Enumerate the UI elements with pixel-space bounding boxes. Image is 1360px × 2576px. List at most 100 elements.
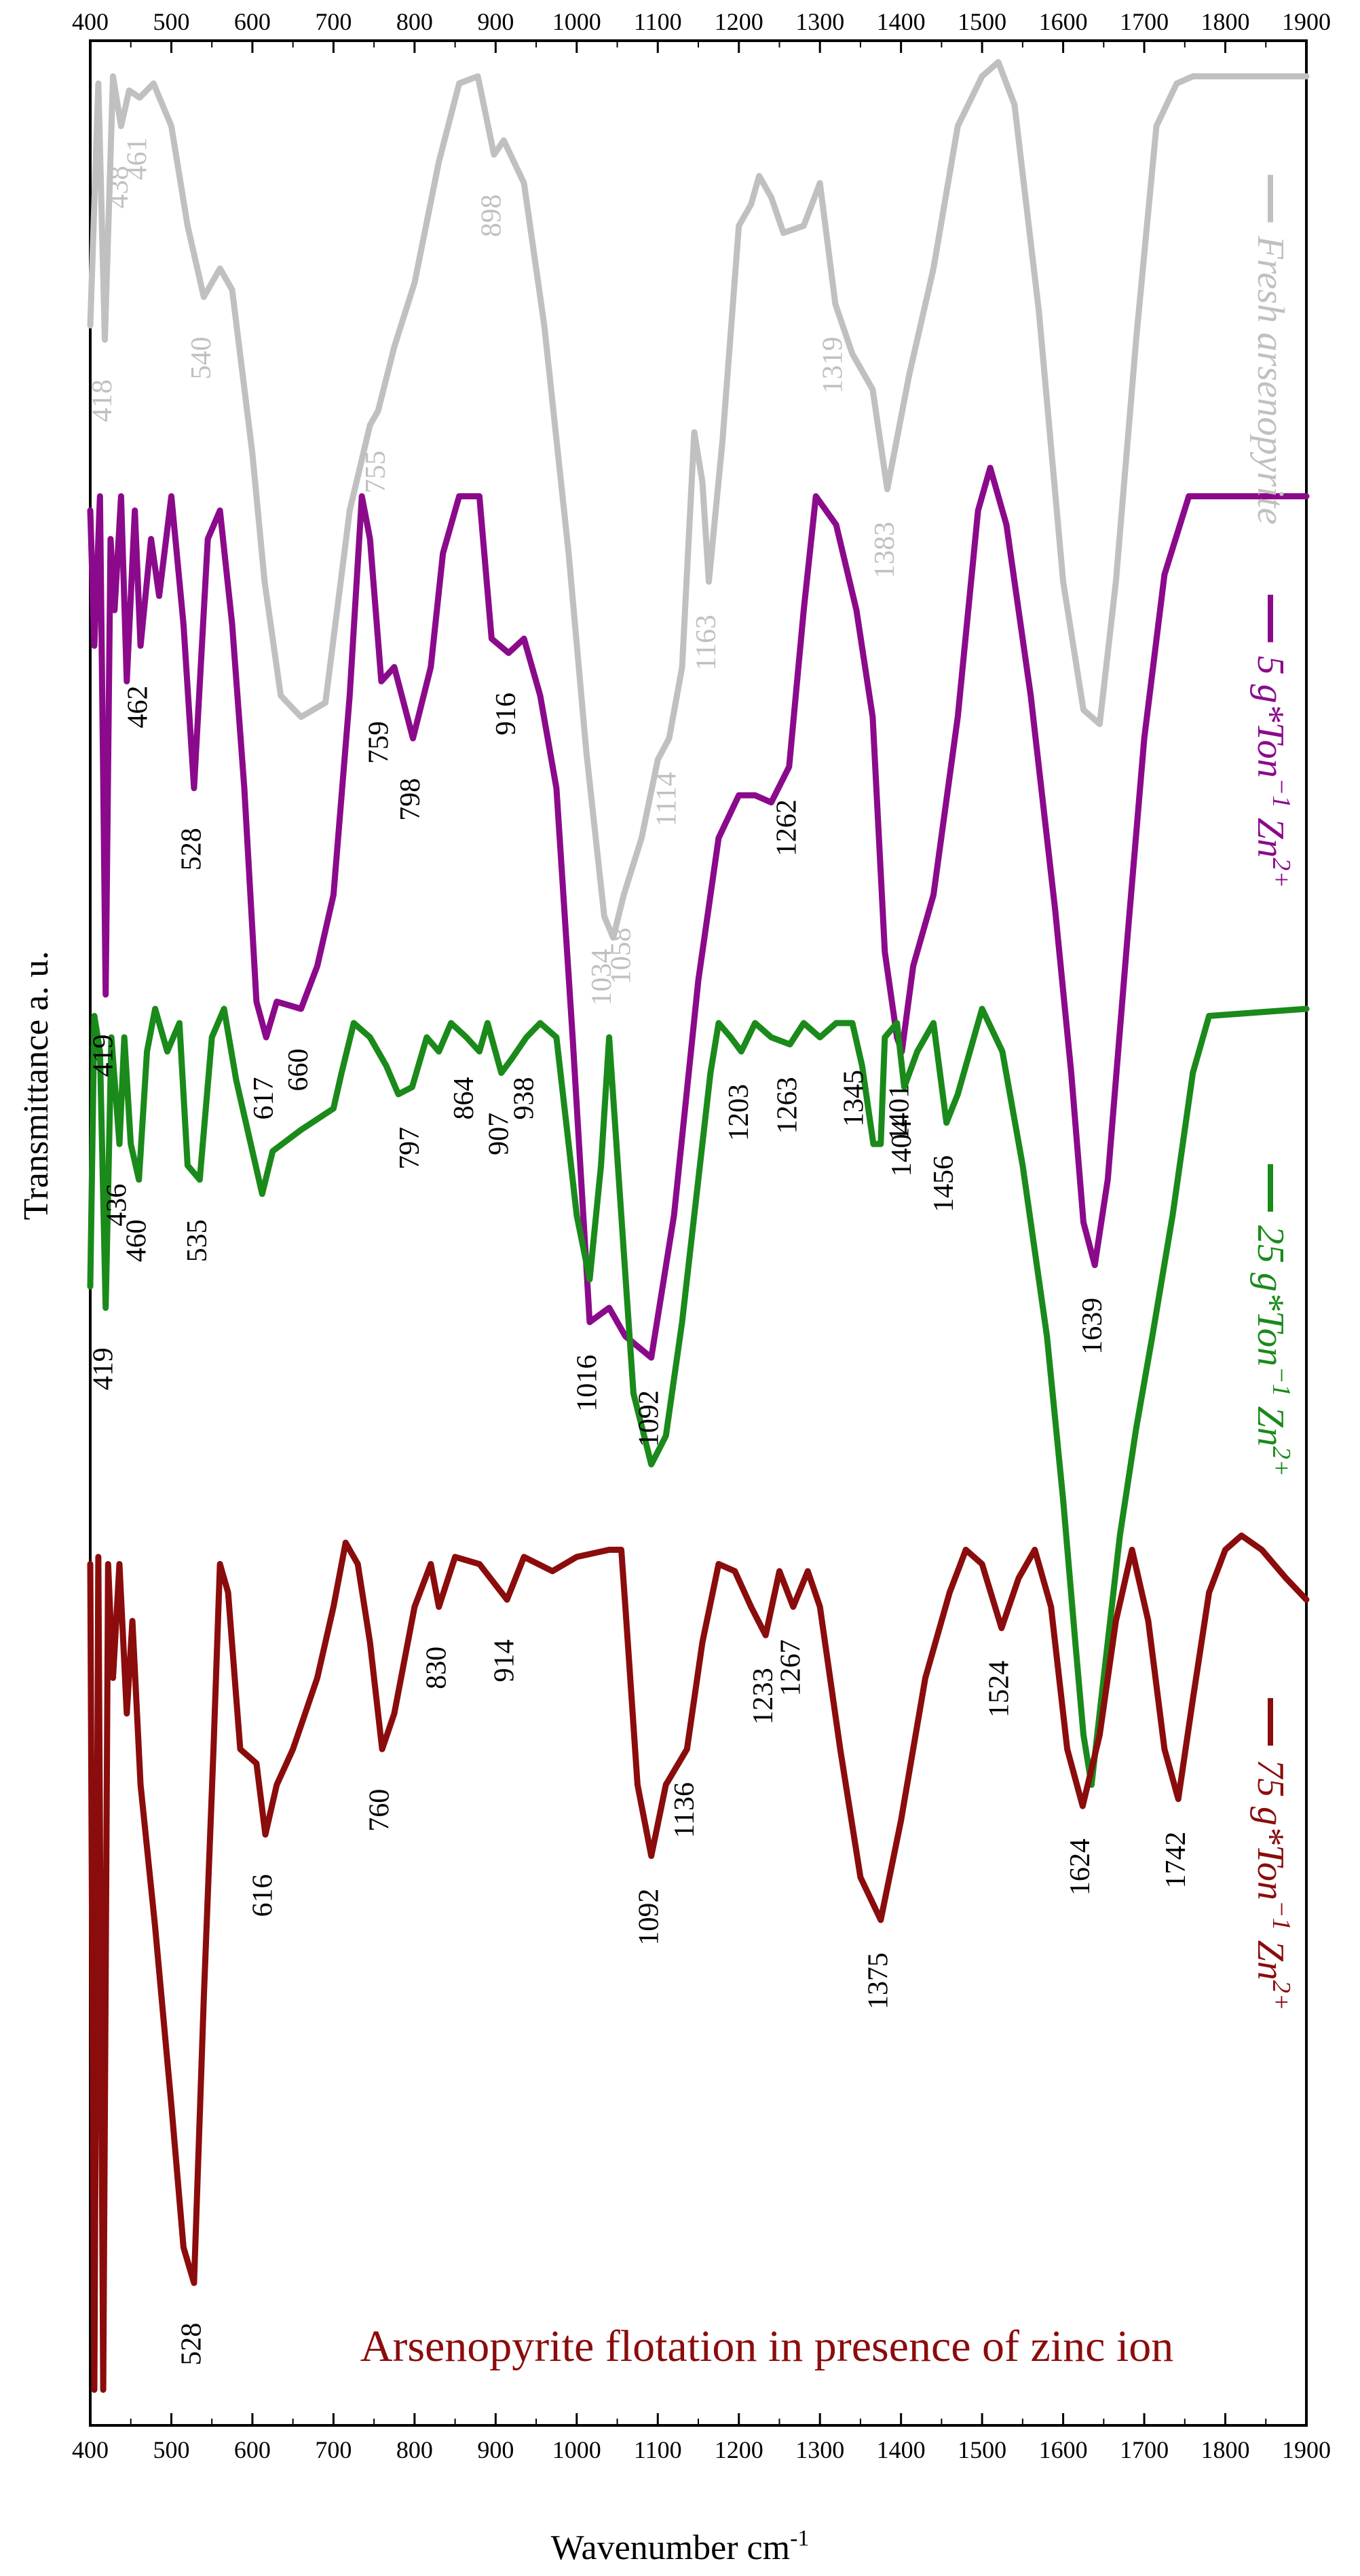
peak-label-zn25-907: 907: [483, 1113, 514, 1155]
x-tick-label-bottom: 1500: [958, 2436, 1006, 2463]
peak-label-zn5-660: 660: [283, 1048, 314, 1091]
peak-label-fresh-1114: 1114: [651, 772, 683, 827]
peak-label-zn75-528: 528: [176, 2323, 208, 2366]
peak-label-zn5-1262: 1262: [771, 799, 802, 856]
x-tick-label-bottom: 1800: [1201, 2436, 1250, 2463]
peak-label-zn5-419: 419: [88, 1035, 119, 1077]
plot-area: 400 400 500 500 600 600 700 700 800 800 900 900 1000…: [72, 8, 1331, 2463]
x-tick-label-top: 700: [315, 8, 352, 35]
peak-label-zn25-1456: 1456: [928, 1155, 960, 1212]
x-tick-label-bottom: 700: [315, 2436, 352, 2463]
x-tick-label-bottom: 800: [396, 2436, 433, 2463]
x-tick-label-top: 1600: [1039, 8, 1088, 35]
x-tick-label-bottom: 500: [153, 2436, 189, 2463]
legend-zn25: 25 g*Ton−1 Zn2+: [1249, 1164, 1296, 1476]
peak-label-zn75-1267: 1267: [775, 1639, 806, 1696]
x-axis-title-text: Wavenumber cm: [551, 2529, 790, 2567]
peak-label-fresh-1383: 1383: [869, 522, 901, 579]
peak-label-zn5-462: 462: [123, 685, 154, 728]
x-tick-label-top: 1200: [715, 8, 763, 35]
legend-label-zn75: 75 g*Ton−1 Zn2+: [1249, 1759, 1296, 2010]
peak-label-zn75-1233: 1233: [748, 1668, 779, 1725]
series-line-zn25: [87, 1005, 1310, 1788]
peak-label-zn25-1263: 1263: [772, 1077, 804, 1134]
x-tick-label-top: 1800: [1201, 8, 1250, 35]
x-tick-label-bottom: 1900: [1282, 2436, 1331, 2463]
peak-label-zn75-1524: 1524: [983, 1661, 1015, 1718]
x-tick-label-bottom: 1700: [1120, 2436, 1169, 2463]
peak-label-zn5-1401: 1401: [884, 1084, 915, 1141]
series-line-zn75: [87, 1532, 1310, 2393]
x-tick-label-top: 1500: [958, 8, 1006, 35]
peak-label-zn5-798: 798: [395, 778, 426, 821]
legend-zn5: 5 g*Ton−1 Zn2+: [1249, 594, 1296, 888]
x-tick-label-top: 600: [234, 8, 271, 35]
x-tick-label-top: 400: [72, 8, 109, 35]
peak-label-zn25-535: 535: [182, 1219, 213, 1262]
peak-label-zn5-1016: 1016: [571, 1355, 603, 1412]
peak-label-zn75-1624: 1624: [1065, 1839, 1096, 1896]
x-tick-label-bottom: 1100: [634, 2436, 682, 2463]
x-tick-label-bottom: 1200: [715, 2436, 763, 2463]
legend-zn75: 75 g*Ton−1 Zn2+: [1249, 1698, 1296, 2010]
peak-label-zn5-916: 916: [491, 693, 522, 735]
peak-label-zn5-759: 759: [364, 721, 395, 764]
peak-label-zn75-760: 760: [364, 1789, 396, 1832]
peak-label-zn25-419: 419: [88, 1347, 119, 1390]
peak-label-fresh-1058: 1058: [606, 927, 637, 984]
legend-label-fresh: Fresh arsenopyrite: [1249, 235, 1291, 525]
peak-label-fresh-1163: 1163: [691, 615, 722, 670]
peak-label-zn75-830: 830: [421, 1647, 452, 1689]
x-tick-label-bottom: 600: [234, 2436, 271, 2463]
x-tick-label-bottom: 1600: [1039, 2436, 1088, 2463]
peak-label-zn75-1136: 1136: [669, 1782, 700, 1838]
x-tick-label-top: 1700: [1120, 8, 1169, 35]
peak-label-zn75-616: 616: [248, 1875, 279, 1917]
peak-label-zn25-797: 797: [394, 1127, 426, 1170]
x-axis-title: Wavenumber cm-1: [551, 2526, 810, 2567]
x-tick-label-top: 1400: [877, 8, 926, 35]
x-tick-label-top: 800: [396, 8, 433, 35]
x-axis-title-superscript: -1: [790, 2526, 809, 2551]
peak-label-fresh-1034: 1034: [586, 949, 618, 1006]
peak-label-zn75-914: 914: [489, 1639, 521, 1682]
peak-label-zn5-528: 528: [176, 828, 208, 870]
peak-label-zn25-1345: 1345: [839, 1070, 870, 1127]
x-tick-label-bottom: 400: [72, 2436, 109, 2463]
peak-label-fresh-540: 540: [186, 337, 217, 379]
peak-label-zn25-864: 864: [449, 1077, 480, 1119]
x-tick-label-top: 1000: [552, 8, 601, 35]
x-tick-label-top: 1900: [1282, 8, 1331, 35]
chart-title: Arsenopyrite flotation in presence of zi…: [360, 2322, 1174, 2371]
peak-label-zn25-1404: 1404: [886, 1119, 918, 1176]
peak-label-fresh-461: 461: [122, 137, 153, 180]
peak-label-zn5-1092: 1092: [633, 1390, 664, 1447]
series-line-zn5: [87, 465, 1310, 1361]
peak-label-zn5-617: 617: [248, 1077, 280, 1119]
legend-fresh: Fresh arsenopyrite: [1249, 174, 1291, 525]
peak-label-zn25-460: 460: [121, 1219, 152, 1262]
peak-label-fresh-418: 418: [87, 379, 118, 422]
peak-label-zn75-1375: 1375: [863, 1953, 894, 2010]
x-tick-label-top: 1100: [634, 8, 682, 35]
x-tick-label-top: 900: [477, 8, 514, 35]
x-tick-label-top: 1300: [795, 8, 844, 35]
x-tick-label-bottom: 1400: [877, 2436, 926, 2463]
legend-label-zn25: 25 g*Ton−1 Zn2+: [1249, 1225, 1296, 1476]
peak-label-zn5-1639: 1639: [1077, 1298, 1108, 1355]
peak-label-zn25-436: 436: [102, 1184, 133, 1227]
peak-label-fresh-1319: 1319: [818, 337, 849, 393]
x-tick-label-top: 500: [153, 8, 189, 35]
peak-label-zn25-938: 938: [508, 1077, 540, 1119]
series-line-fresh: [87, 59, 1310, 941]
y-axis-title: Transmittance a. u.: [17, 951, 56, 1220]
peak-label-fresh-755: 755: [360, 450, 392, 493]
x-tick-label-bottom: 1000: [552, 2436, 601, 2463]
peak-label-zn75-1742: 1742: [1160, 1832, 1192, 1889]
peak-label-fresh-898: 898: [476, 194, 508, 237]
x-tick-label-bottom: 1300: [795, 2436, 844, 2463]
peak-label-fresh-438: 438: [103, 166, 134, 208]
legend-label-zn5: 5 g*Ton−1 Zn2+: [1249, 656, 1296, 888]
peak-label-zn75-1092: 1092: [633, 1889, 664, 1946]
